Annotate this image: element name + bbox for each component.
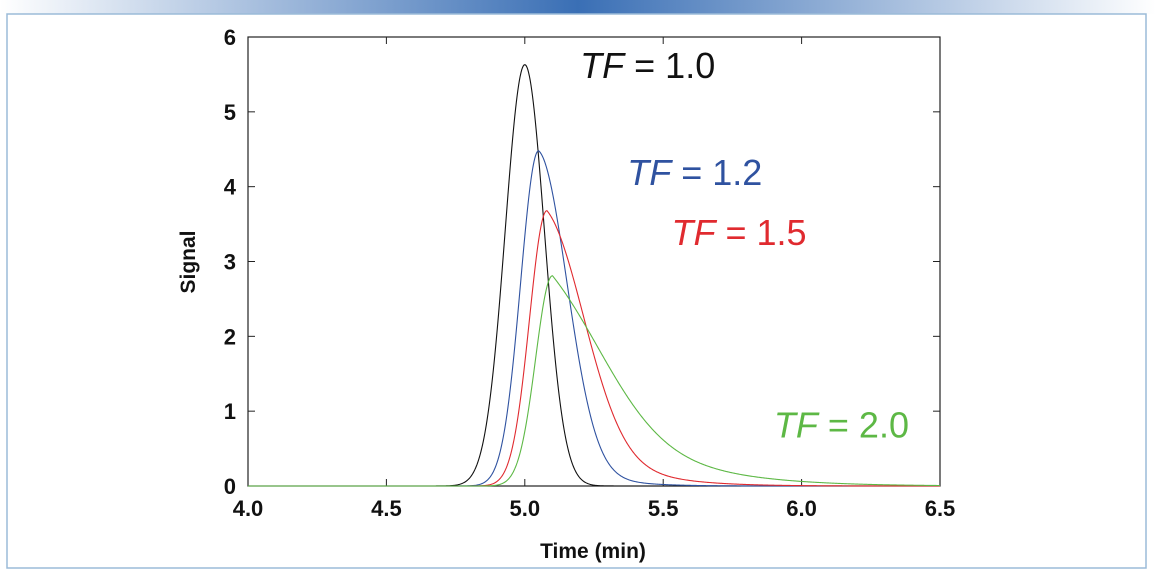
frame-border xyxy=(6,13,1147,569)
y-tick-label: 6 xyxy=(224,25,236,50)
header-bar xyxy=(0,0,1156,14)
peak-curves xyxy=(248,64,941,487)
x-tick-label: 6.0 xyxy=(786,496,817,521)
peak-curve-4 xyxy=(248,275,941,487)
y-axis-ticks: 0 1 2 3 4 5 6 xyxy=(224,25,940,499)
peak-label-3: TF = 1.5 xyxy=(672,212,807,253)
peak-annotations: TF = 1.0 TF = 1.2 TF = 1.5 TF = 2.0 xyxy=(580,45,909,445)
x-axis-title: Time (min) xyxy=(540,540,646,563)
x-tick-label: 6.5 xyxy=(925,496,956,521)
x-tick-label: 4.5 xyxy=(371,496,402,521)
peak-label-2: TF = 1.2 xyxy=(627,152,762,193)
y-tick-label: 0 xyxy=(224,474,236,499)
y-tick-label: 3 xyxy=(224,250,236,275)
peak-label-1: TF = 1.0 xyxy=(580,45,715,86)
x-axis-ticks: 4.0 4.5 5.0 5.5 6.0 6.5 xyxy=(233,37,956,521)
y-tick-label: 5 xyxy=(224,100,236,125)
y-tick-label: 1 xyxy=(224,399,236,424)
y-tick-label: 2 xyxy=(224,324,236,349)
x-tick-label: 5.0 xyxy=(510,496,541,521)
peak-label-4: TF = 2.0 xyxy=(774,404,909,445)
y-tick-label: 4 xyxy=(224,175,237,200)
x-tick-label: 5.5 xyxy=(648,496,679,521)
y-axis-title: Signal xyxy=(177,230,200,293)
x-tick-label: 4.0 xyxy=(233,496,264,521)
